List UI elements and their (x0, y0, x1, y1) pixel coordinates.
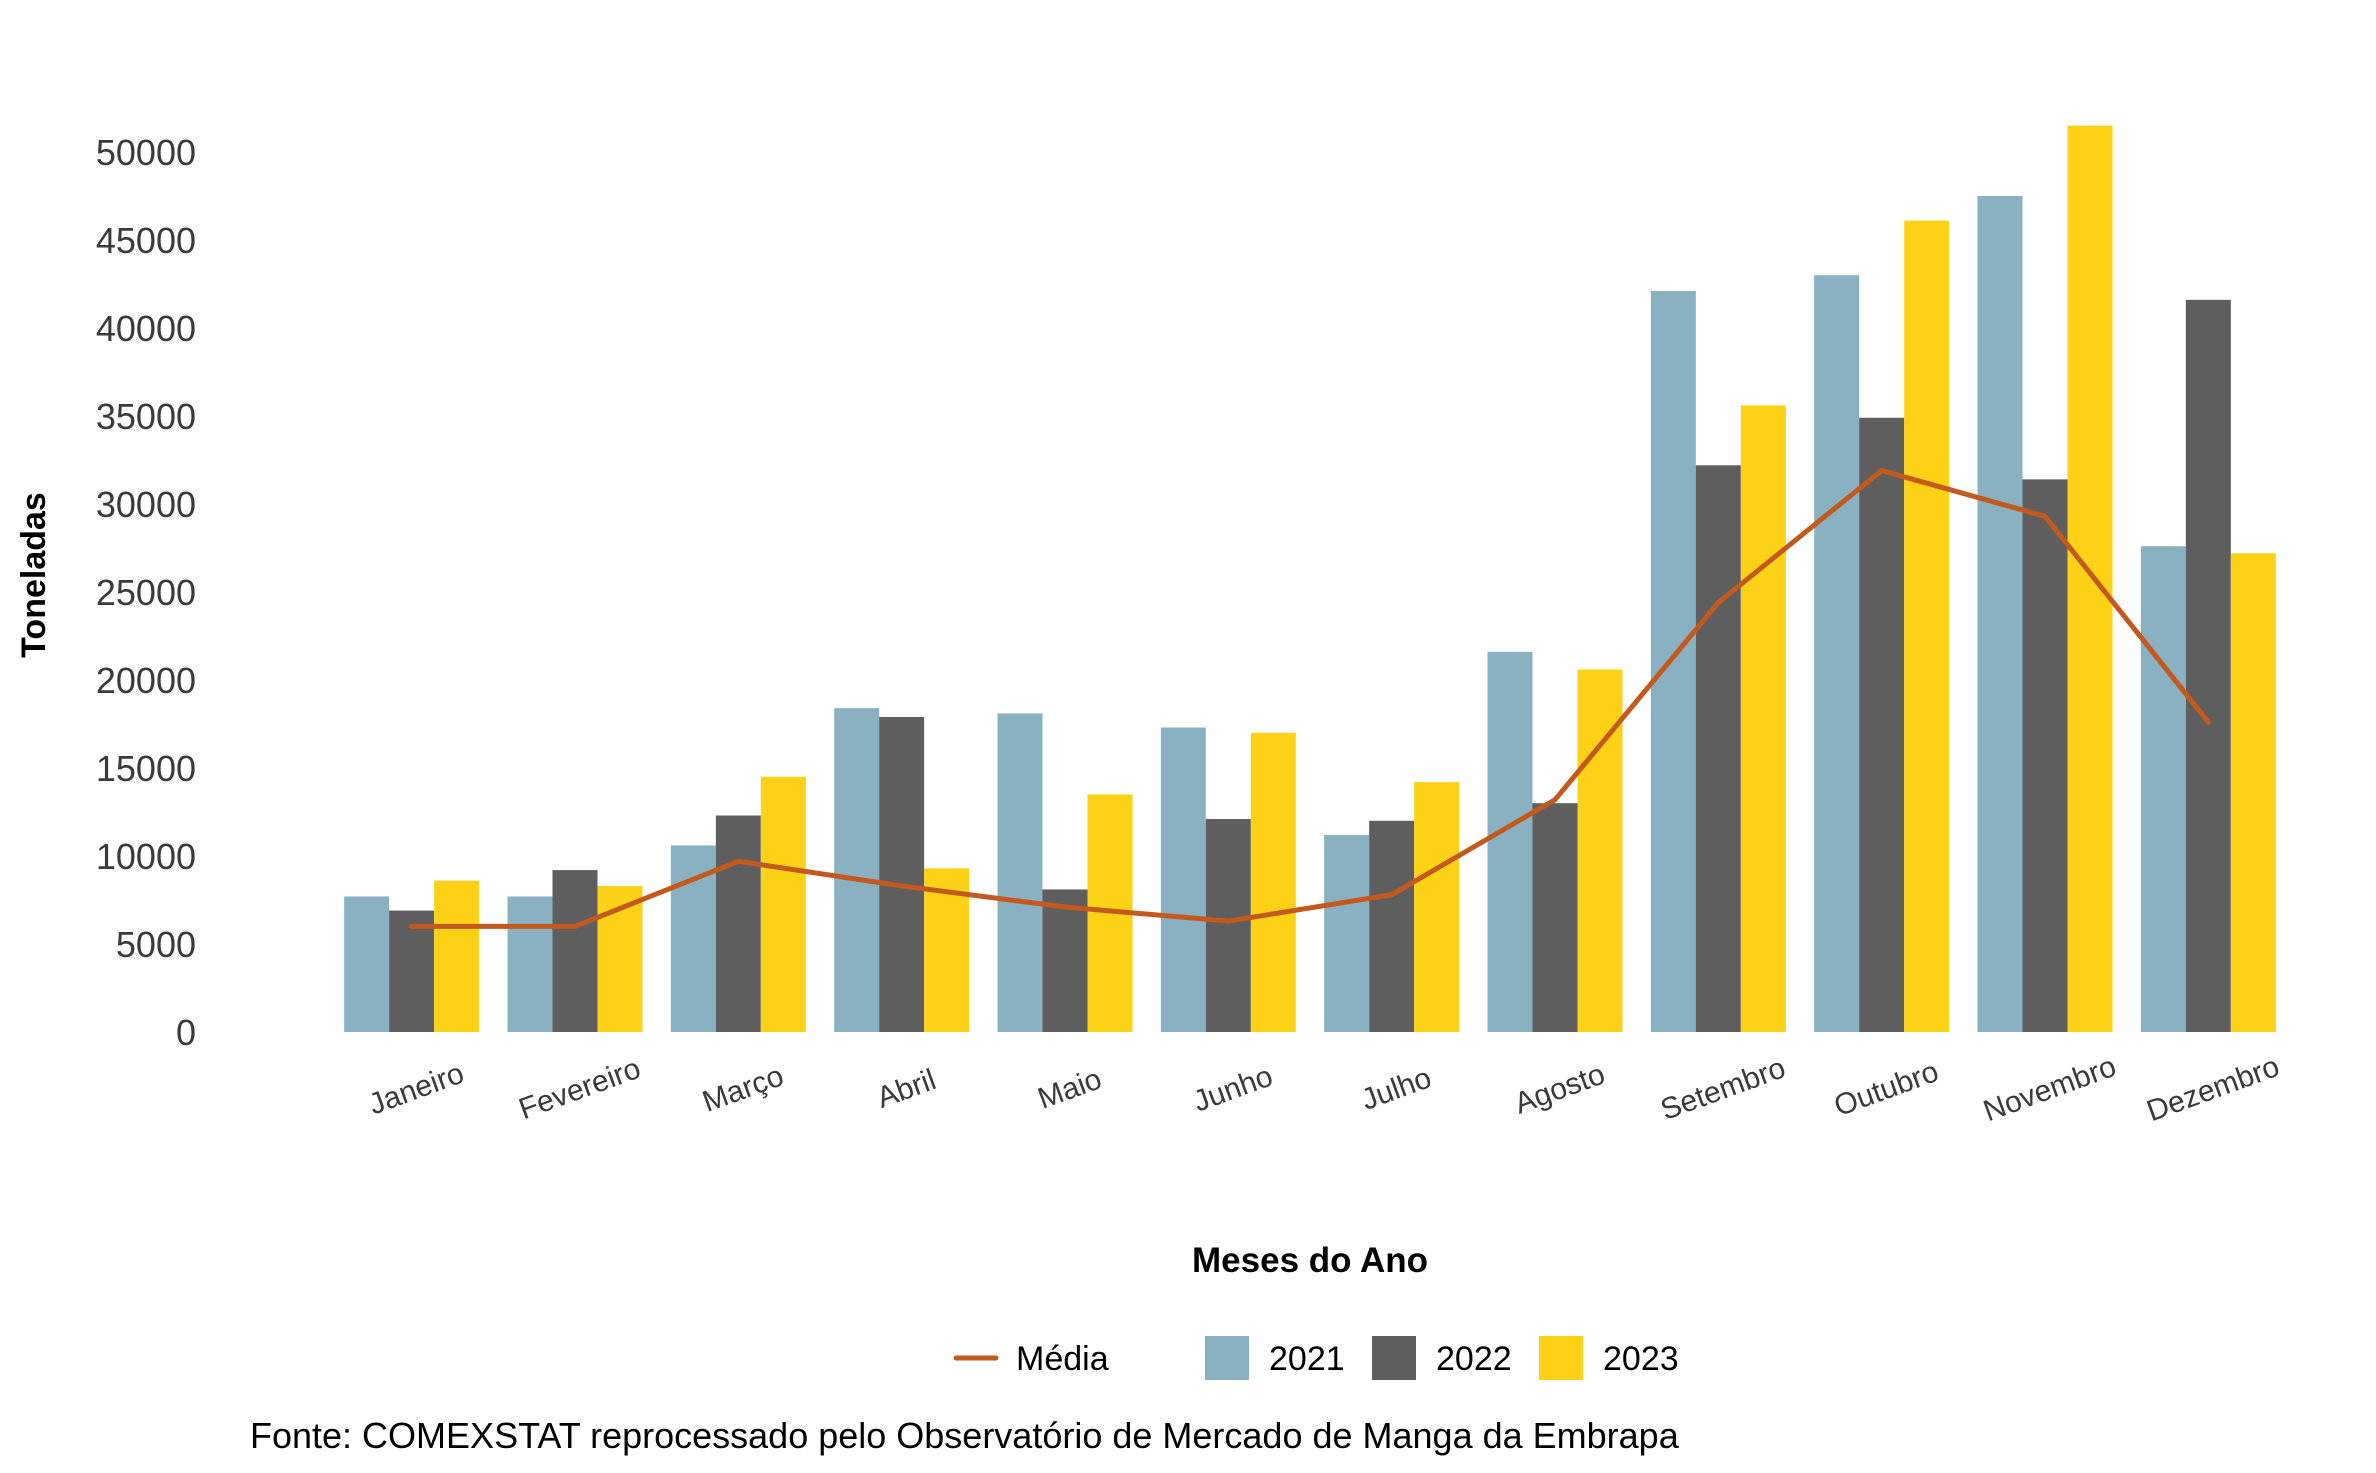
x-tick-label: Janeiro (365, 1057, 469, 1122)
y-tick-label: 0 (176, 1012, 196, 1053)
x-tick-label: Outubro (1830, 1055, 1943, 1123)
y-tick-label: 45000 (96, 220, 196, 261)
x-tick-label: Julho (1357, 1061, 1436, 1117)
bar-2023 (1740, 405, 1786, 1032)
bar-2021 (834, 708, 880, 1032)
bar-2022 (879, 716, 925, 1032)
bar-2023 (1414, 782, 1460, 1032)
legend-swatch-2021 (1205, 1336, 1249, 1380)
y-tick-label: 30000 (96, 484, 196, 525)
bar-2021 (1650, 291, 1696, 1032)
legend-swatch-2023 (1539, 1336, 1583, 1380)
bar-2022 (2185, 299, 2231, 1033)
bar-2021 (507, 896, 553, 1032)
bar-2022 (1205, 819, 1251, 1032)
bar-2021 (1324, 834, 1370, 1032)
legend-label-average: Média (1016, 1340, 1109, 1378)
bar-2022 (1859, 417, 1905, 1032)
bar-2023 (1904, 220, 1950, 1032)
bar-2021 (1487, 651, 1533, 1032)
x-axis: Janeiro Fevereiro Março Abril Maio Junho Julho… (365, 1050, 2284, 1128)
bar-2023 (760, 776, 806, 1032)
bar-2021 (1814, 275, 1860, 1032)
x-tick-label: Junho (1189, 1060, 1277, 1119)
bar-2021 (1977, 196, 2023, 1032)
y-tick-label: 5000 (116, 924, 196, 965)
y-tick-label: 10000 (96, 836, 196, 877)
average-line (409, 468, 2211, 929)
x-tick-label: Setembro (1656, 1051, 1790, 1126)
bar-2022 (1369, 820, 1415, 1032)
y-axis-title: Toneladas (15, 492, 53, 658)
x-tick-label: Fevereiro (515, 1052, 645, 1126)
legend-swatch-2022 (1372, 1336, 1416, 1380)
y-tick-label: 35000 (96, 396, 196, 437)
bar-2021 (997, 713, 1043, 1032)
x-tick-label: Abril (873, 1063, 941, 1115)
legend: Média 2021 2022 2023 (953, 1336, 1679, 1380)
x-tick-label: Dezembro (2142, 1050, 2283, 1128)
bar-2022 (715, 815, 761, 1032)
average-line-group (409, 468, 2211, 929)
y-tick-label: 40000 (96, 308, 196, 349)
bar-2022 (1695, 465, 1741, 1032)
bar-2021 (2140, 546, 2186, 1032)
bar-2023 (2067, 125, 2113, 1033)
bar-2021 (344, 896, 390, 1032)
y-tick-label: 50000 (96, 132, 196, 173)
bar-2022 (552, 870, 598, 1032)
x-tick-label: Agosto (1510, 1058, 1609, 1121)
source-note: Fonte: COMEXSTAT reprocessado pelo Obser… (250, 1415, 1680, 1456)
bar-2023 (2230, 553, 2276, 1032)
bar-2021 (1160, 727, 1206, 1032)
bar-2022 (1042, 889, 1088, 1032)
bar-2022 (2022, 479, 2068, 1032)
bar-2022 (1532, 803, 1578, 1032)
x-axis-title: Meses do Ano (1192, 1241, 1428, 1280)
x-tick-label: Março (698, 1059, 788, 1119)
y-tick-label: 20000 (96, 660, 196, 701)
x-tick-label: Maio (1034, 1062, 1106, 1115)
y-axis: 0 5000 10000 15000 20000 25000 30000 35000 40000… (96, 132, 196, 1053)
y-tick-label: 25000 (96, 572, 196, 613)
legend-label-2021: 2021 (1269, 1340, 1345, 1378)
bar-2023 (434, 880, 480, 1032)
y-tick-label: 15000 (96, 748, 196, 789)
bar-2022 (389, 910, 435, 1032)
legend-label-2022: 2022 (1436, 1340, 1512, 1378)
x-tick-label: Novembro (1979, 1050, 2120, 1128)
bars (344, 125, 2276, 1033)
bar-2023 (1250, 732, 1296, 1032)
legend-label-2023: 2023 (1603, 1340, 1679, 1378)
